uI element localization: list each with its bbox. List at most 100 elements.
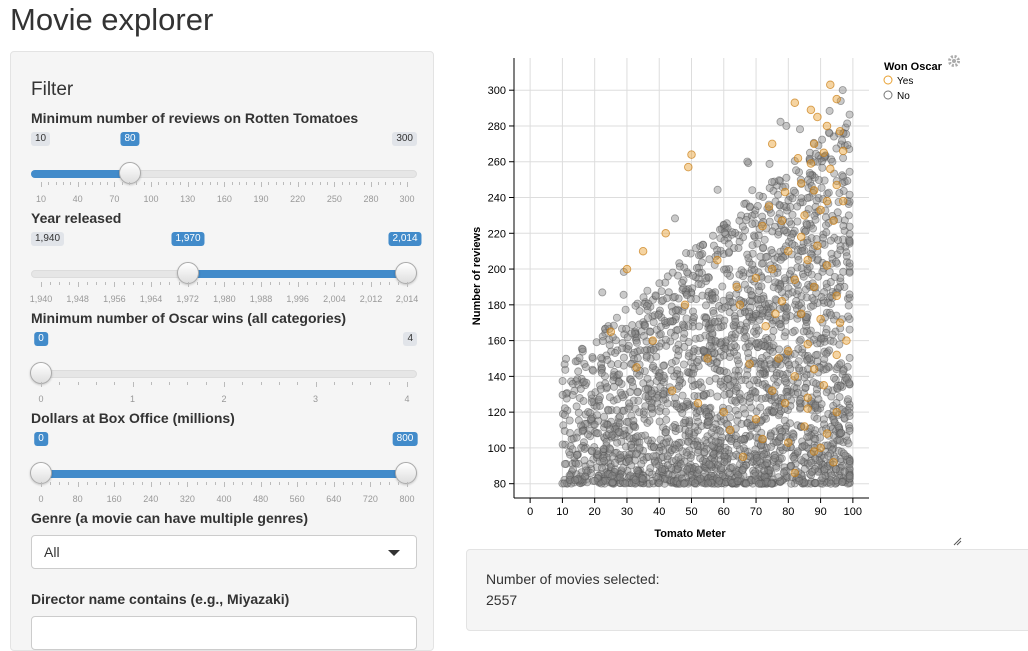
scatter-point-no bbox=[711, 437, 720, 446]
scatter-point-yes bbox=[806, 159, 816, 168]
scatter-point-no bbox=[748, 260, 757, 269]
boxoffice-low-handle[interactable] bbox=[30, 462, 52, 484]
scatter-point-no bbox=[802, 220, 811, 229]
x-tick-label: 90 bbox=[814, 506, 826, 518]
y-axis-label: Number of reviews bbox=[471, 227, 483, 325]
scatter-point-no bbox=[844, 395, 853, 404]
scatter-point-no bbox=[747, 290, 756, 299]
scatter-point-no bbox=[811, 149, 820, 158]
scatter-point-yes bbox=[822, 121, 832, 131]
scatter-point-yes bbox=[767, 264, 777, 274]
scatter-point-no bbox=[751, 471, 760, 480]
scatter-point-yes bbox=[687, 150, 696, 159]
scatter-point-no bbox=[743, 157, 752, 166]
slider-tick bbox=[407, 282, 408, 287]
scatter-point-no bbox=[655, 446, 664, 455]
reviews-handle[interactable] bbox=[119, 162, 141, 184]
x-tick-label: 80 bbox=[782, 506, 794, 518]
year-slider[interactable]: 1,940 1,970 2,014 1,940 1,948 1,956 1,964 1,… bbox=[30, 224, 422, 304]
scatter-point-no bbox=[701, 273, 710, 282]
resize-handle-icon[interactable] bbox=[952, 536, 962, 546]
scatter-point-no bbox=[641, 431, 650, 440]
x-tick-label: 10 bbox=[556, 506, 568, 518]
year-high-handle[interactable] bbox=[395, 262, 417, 284]
slider-tick-label: 0 bbox=[38, 494, 44, 504]
oscars-track[interactable] bbox=[31, 370, 417, 378]
boxoffice-high-handle[interactable] bbox=[395, 462, 417, 484]
scatter-point-no bbox=[631, 301, 640, 310]
slider-minor-tick bbox=[196, 482, 198, 485]
scatter-point-no bbox=[694, 251, 703, 260]
scatter-point-no bbox=[603, 355, 612, 364]
scatter-point-yes bbox=[809, 282, 819, 292]
slider-minor-tick bbox=[270, 282, 272, 285]
scatter-point-yes bbox=[832, 180, 841, 190]
scatter-point-no bbox=[833, 383, 842, 392]
scatter-point-no bbox=[582, 466, 591, 475]
scatter-point-no bbox=[825, 106, 834, 115]
slider-minor-tick bbox=[202, 182, 204, 185]
slider-minor-tick bbox=[233, 282, 235, 285]
slider-minor-tick bbox=[215, 282, 217, 285]
scatter-point-no bbox=[621, 305, 630, 314]
scatter-point-no bbox=[828, 386, 837, 395]
scatter-point-no bbox=[694, 355, 703, 364]
slider-minor-tick bbox=[68, 282, 70, 285]
scatter-point-yes bbox=[693, 398, 703, 408]
y-tick-label: 140 bbox=[488, 371, 506, 383]
scatter-point-no bbox=[700, 447, 709, 456]
slider-minor-tick bbox=[77, 382, 79, 385]
genre-select[interactable]: All bbox=[31, 535, 417, 569]
boxoffice-high-label: 800 bbox=[392, 432, 418, 446]
scatter-point-no bbox=[769, 326, 778, 335]
scatter-point-yes bbox=[803, 255, 812, 265]
scatter-point-no bbox=[803, 193, 812, 202]
slider-tick-label: 640 bbox=[326, 494, 342, 504]
scatter-point-yes bbox=[780, 398, 790, 408]
scatter-point-no bbox=[818, 163, 827, 172]
scatter-point-no bbox=[634, 396, 643, 405]
director-input[interactable] bbox=[31, 616, 417, 650]
scatter-point-no bbox=[572, 402, 581, 411]
scatter-point-no bbox=[689, 347, 698, 356]
scatter-point-yes bbox=[784, 246, 793, 256]
y-tick-label: 260 bbox=[488, 157, 506, 169]
slider-minor-tick bbox=[349, 182, 350, 185]
scatter-point-no bbox=[844, 439, 853, 448]
scatter-point-no bbox=[838, 86, 847, 95]
scatter-point-no bbox=[605, 340, 614, 349]
year-low-handle[interactable] bbox=[177, 262, 199, 284]
boxoffice-slider[interactable]: 0 800 0 80 160 240 320 400 480 560 640 720 800 bbox=[30, 424, 418, 504]
scatter-point-no bbox=[683, 397, 692, 406]
scatter-point-no bbox=[638, 475, 647, 484]
scatter-point-no bbox=[793, 447, 802, 456]
oscars-ticks: 0 1 2 3 4 bbox=[31, 382, 417, 404]
scatter-point-no bbox=[738, 397, 747, 406]
slider-tick-label: 2 bbox=[221, 394, 227, 404]
scatter-point-no bbox=[734, 243, 743, 252]
gear-icon[interactable] bbox=[948, 55, 960, 67]
slider-minor-tick bbox=[132, 282, 134, 285]
scatter-point-no bbox=[837, 359, 846, 368]
reviews-slider-label: Minimum number of reviews on Rotten Toma… bbox=[31, 110, 359, 126]
scatter-point-no bbox=[730, 371, 739, 380]
scatter-point-no bbox=[827, 311, 836, 320]
scatter-point-no bbox=[804, 205, 813, 214]
slider-minor-tick bbox=[316, 282, 317, 285]
scatter-point-no bbox=[569, 465, 578, 474]
oscars-handle[interactable] bbox=[30, 362, 52, 384]
y-tick-label: 240 bbox=[488, 193, 506, 205]
scatter-point-yes bbox=[767, 386, 777, 395]
scatter-point-no bbox=[767, 178, 776, 187]
scatter-point-no bbox=[780, 274, 789, 283]
slider-tick-label: 2,014 bbox=[395, 294, 419, 304]
slider-tick bbox=[297, 482, 299, 487]
slider-tick-label: 320 bbox=[179, 494, 195, 504]
oscars-slider[interactable]: 0 4 0 1 2 3 4 bbox=[30, 324, 417, 404]
scatter-point-no bbox=[821, 328, 830, 337]
reviews-slider[interactable]: 10 300 80 10 40 70 100 130 160 190 220 250 280 300 bbox=[31, 124, 417, 204]
scatter-point-no bbox=[682, 448, 691, 457]
x-tick-label: 20 bbox=[589, 506, 601, 518]
slider-minor-tick bbox=[251, 482, 253, 485]
x-tick-label: 30 bbox=[621, 506, 633, 518]
